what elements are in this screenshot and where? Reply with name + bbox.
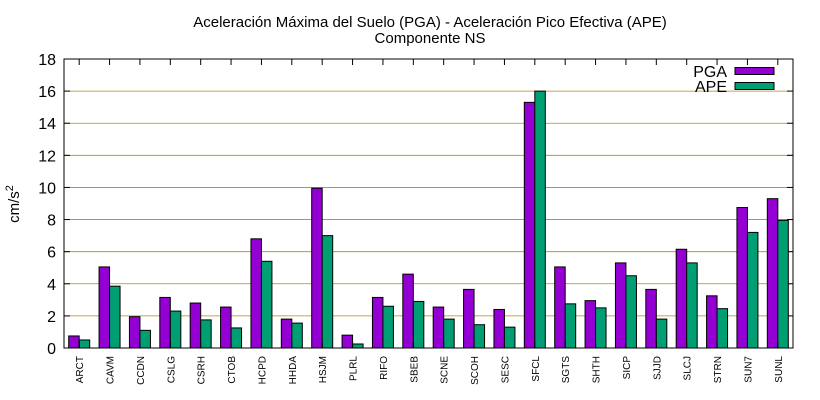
y-axis-label-superscript: 2 xyxy=(4,185,16,191)
bar-pga-ccdn xyxy=(128,316,141,349)
x-axis-ticks: ARCT CAVM CCDN CSLG CSRH CTOB HCPD HHDA HSJM PLRL… xyxy=(75,59,785,385)
x-tick-label: CSRH xyxy=(197,356,208,384)
bar-ape-cavm xyxy=(109,285,121,349)
legend-label: PGA xyxy=(693,64,727,81)
bar-ape-sgts xyxy=(564,303,577,349)
x-tick-label: SHTH xyxy=(592,356,603,383)
bar-ape-sbeb xyxy=(412,300,425,349)
bar-pga-hhda xyxy=(280,318,293,349)
bar-ape-scoh xyxy=(473,324,486,349)
chart-subtitle: Componente NS xyxy=(375,30,486,47)
y-tick-label: 14 xyxy=(38,116,56,133)
bar-pga-sfcl xyxy=(523,101,536,349)
bars xyxy=(68,90,789,349)
x-tick-label: SGTS xyxy=(561,356,572,384)
y-tick-label: 2 xyxy=(47,309,56,326)
x-tick-label: CAVM xyxy=(106,356,117,384)
bar-pga-shth xyxy=(584,300,597,349)
bar-ape-hsjm xyxy=(321,235,334,349)
bar-pga-hcpd xyxy=(250,238,262,349)
bar-ape-sfcl xyxy=(534,90,546,349)
x-tick-label: SCNE xyxy=(440,356,451,384)
x-tick-label: SESC xyxy=(500,356,511,383)
x-tick-label: CCDN xyxy=(136,356,147,385)
y-tick-label: 8 xyxy=(47,213,56,230)
x-tick-label: RIFO xyxy=(379,356,390,380)
gridlines xyxy=(64,90,793,317)
bar-pga-cavm xyxy=(98,266,111,349)
bar-pga-sjjd xyxy=(645,288,657,349)
bar-ape-shth xyxy=(595,307,607,349)
x-tick-label: SJJD xyxy=(652,356,663,380)
x-tick-label: SLCJ xyxy=(683,356,694,380)
y-tick-label: 0 xyxy=(47,341,56,358)
bar-pga-sicp xyxy=(614,262,627,349)
x-tick-label: HSJM xyxy=(318,356,329,383)
bar-ape-cslg xyxy=(169,310,182,349)
bar-ape-sjjd xyxy=(655,318,668,349)
x-tick-label: SUN7 xyxy=(743,356,754,383)
bar-ape-hhda xyxy=(291,322,303,349)
x-tick-label: SFCL xyxy=(531,356,542,382)
legend-swatch-ape xyxy=(734,82,775,90)
bar-pga-rifo xyxy=(371,296,384,349)
bar-pga-scoh xyxy=(463,288,475,349)
x-tick-label: SBEB xyxy=(409,356,420,383)
y-axis-label-base: cm/s xyxy=(6,191,23,223)
bar-ape-csrh xyxy=(200,319,212,349)
bar-ape-sun7 xyxy=(746,231,759,349)
plot-border xyxy=(63,58,794,349)
y-tick-label: 6 xyxy=(47,245,56,262)
y-tick-label: 4 xyxy=(47,277,56,294)
bar-ape-strn xyxy=(716,308,729,349)
x-tick-label: HHDA xyxy=(288,356,299,385)
bar-pga-sgts xyxy=(554,266,566,349)
x-tick-label: SCOH xyxy=(470,356,481,385)
chart-title: Aceleración Máxima del Suelo (PGA) - Ace… xyxy=(193,14,667,31)
bar-pga-arct xyxy=(68,335,80,349)
bar-ape-sesc xyxy=(503,326,516,349)
bar-ape-sunl xyxy=(777,219,789,349)
legend-label: APE xyxy=(695,79,727,96)
bar-ape-arct xyxy=(78,339,91,349)
x-tick-label: ARCT xyxy=(75,356,86,383)
y-tick-label: 18 xyxy=(38,52,56,69)
bar-pga-sun7 xyxy=(736,207,748,349)
legend-swatch-pga xyxy=(734,67,775,75)
x-tick-label: SICP xyxy=(622,356,633,380)
y-tick-label: 16 xyxy=(38,84,56,101)
bar-pga-strn xyxy=(706,295,718,349)
bar-pga-ctob xyxy=(220,306,232,349)
x-tick-label: SUNL xyxy=(774,356,785,383)
x-tick-label: CSLG xyxy=(166,356,177,383)
bar-pga-hsjm xyxy=(311,187,323,349)
y-axis-label: cm/s2 xyxy=(4,185,23,223)
bar-ape-rifo xyxy=(382,305,394,349)
bar-pga-sesc xyxy=(493,308,505,349)
y-axis-ticks: 0 2 4 6 8 10 12 14 16 18 xyxy=(38,52,793,358)
bar-pga-sbeb xyxy=(402,273,414,349)
bar-ape-ctob xyxy=(230,327,243,349)
bar-pga-sunl xyxy=(766,198,779,349)
bar-pga-cslg xyxy=(159,296,171,349)
bar-ape-ccdn xyxy=(139,329,151,349)
bar-ape-hcpd xyxy=(260,260,273,349)
bar-pga-plrl xyxy=(341,334,354,349)
bar-pga-slcj xyxy=(675,248,688,349)
x-tick-label: STRN xyxy=(713,356,724,383)
bar-ape-scne xyxy=(443,318,455,349)
y-tick-label: 12 xyxy=(38,148,56,165)
x-tick-label: PLRL xyxy=(349,356,360,381)
bar-pga-csrh xyxy=(189,302,202,349)
bar-ape-plrl xyxy=(352,343,364,349)
bar-ape-slcj xyxy=(686,262,698,349)
bar-ape-sicp xyxy=(625,275,637,349)
bar-pga-scne xyxy=(432,306,445,349)
x-tick-label: HCPD xyxy=(257,356,268,384)
x-tick-label: CTOB xyxy=(227,356,238,384)
y-tick-label: 10 xyxy=(38,180,56,197)
svg-text:cm/s2: cm/s2 xyxy=(4,185,23,223)
